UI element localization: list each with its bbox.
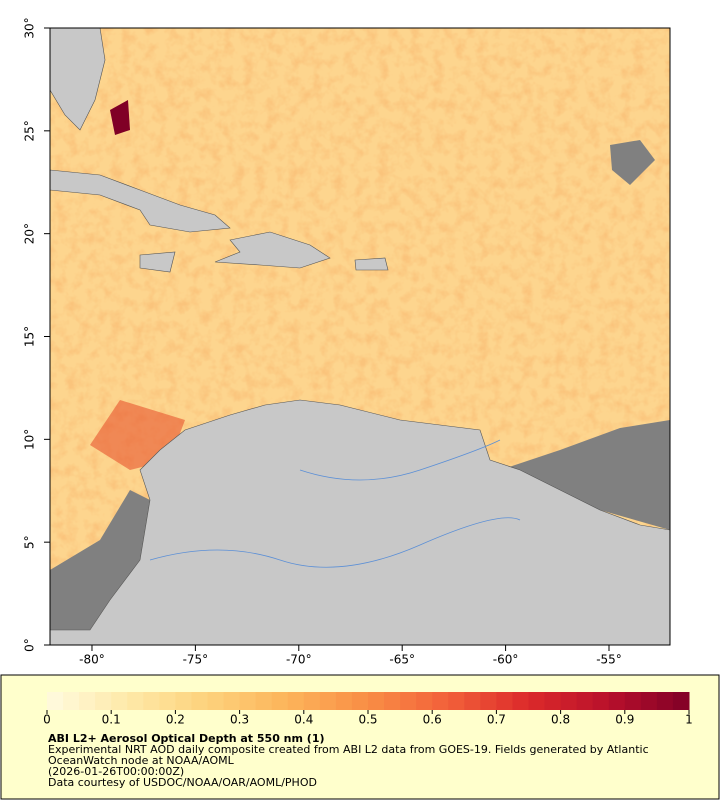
- colorbar-step: [111, 692, 128, 710]
- colorbar-step: [271, 692, 289, 710]
- colorbar-step: [191, 692, 208, 710]
- colorbar-tick-label: 0.6: [423, 713, 442, 727]
- y-tick-label: 0°: [23, 638, 37, 652]
- y-tick-label: 15°: [23, 326, 37, 347]
- colorbar-step: [416, 692, 433, 710]
- colorbar-step: [624, 692, 642, 710]
- y-tick-label: 30°: [23, 17, 37, 38]
- colorbar-step: [544, 692, 562, 710]
- colorbar-step: [592, 692, 610, 710]
- x-tick-label: -80°: [79, 653, 105, 667]
- title: ABI L2+ Aerosol Optical Depth at 550 nm …: [48, 732, 325, 745]
- colorbar-step: [127, 692, 144, 710]
- colorbar-step: [175, 692, 192, 710]
- colorbar-step: [159, 692, 176, 710]
- high-aod: [110, 100, 130, 135]
- colorbar-step: [480, 692, 497, 710]
- y-tick-label: 10°: [23, 429, 37, 450]
- x-tick-label: -70°: [286, 653, 312, 667]
- colorbar-step: [79, 692, 96, 710]
- axes: -80° -75° -70° -65° -60° -55° 0° 5° 10° 15° 20° 25°…: [23, 17, 622, 666]
- hispaniola: [214, 231, 331, 269]
- colorbar-tick-label: 0.5: [358, 713, 377, 727]
- no-data: [500, 420, 670, 530]
- colorbar-step: [287, 692, 305, 710]
- x-tick-label: -75°: [183, 653, 209, 667]
- colorbar-step: [384, 692, 401, 710]
- x-tick-label: -65°: [389, 653, 415, 667]
- colorbar-step: [207, 692, 225, 710]
- colorbar-step: [512, 692, 529, 710]
- colorbar-tick-label: 0.1: [102, 713, 121, 727]
- colorbar-step: [528, 692, 546, 710]
- y-tick-label: 5°: [23, 535, 37, 549]
- colorbar-tick-label: 0.8: [551, 713, 570, 727]
- colorbar-step: [608, 692, 626, 710]
- colorbar-step: [640, 692, 658, 710]
- florida: [50, 28, 106, 131]
- y-tick-label: 25°: [23, 120, 37, 141]
- colorbar-tick-label: 0.4: [294, 713, 313, 727]
- colorbar-step: [223, 692, 241, 710]
- colorbar-step: [303, 692, 321, 710]
- colorbar-step: [47, 692, 64, 710]
- colorbar-step: [400, 692, 417, 710]
- colorbar-step: [255, 692, 273, 710]
- colorbar-step: [496, 692, 513, 710]
- colorbar-tick-label: 0.2: [166, 713, 185, 727]
- date: (2026-01-26T00:00:00Z): [48, 765, 184, 778]
- map: [50, 28, 670, 645]
- south-america: [50, 399, 670, 645]
- credits: Data courtesy of USDOC/NOAA/OAR/AOML/PHO…: [48, 776, 317, 789]
- colorbar-step: [656, 692, 674, 710]
- jamaica: [139, 251, 176, 273]
- colorbar-step: [335, 692, 353, 710]
- x-tick-label: -55°: [596, 653, 622, 667]
- colorbar: 0 0.1 0.2 0.3 0.4 0.5 0.6 0.7 0.8 0.9 1: [43, 692, 693, 727]
- colorbar-tick-label: 0.3: [230, 713, 249, 727]
- colorbar-step: [464, 692, 481, 710]
- colorbar-step: [239, 692, 257, 710]
- colorbar-step: [432, 692, 449, 710]
- river: [299, 439, 501, 481]
- colorbar-step: [560, 692, 578, 710]
- colorbar-step: [319, 692, 337, 710]
- y-tick-label: 20°: [23, 223, 37, 244]
- colorbar-tick-label: 0.7: [487, 713, 506, 727]
- colorbar-step: [368, 692, 385, 710]
- description: OceanWatch node at NOAA/AOML: [48, 754, 235, 767]
- colorbar-step: [351, 692, 369, 710]
- colorbar-tick-label: 0.9: [615, 713, 634, 727]
- colorbar-step: [672, 692, 690, 710]
- no-data: [50, 490, 150, 645]
- colorbar-tick-label: 0: [43, 713, 51, 727]
- colorbar-step: [576, 692, 594, 710]
- colorbar-step: [63, 692, 80, 710]
- colorbar-step: [143, 692, 160, 710]
- description: Experimental NRT AOD daily composite cre…: [48, 743, 649, 756]
- cuba: [50, 169, 231, 233]
- puerto-rico: [354, 257, 389, 271]
- colorbar-step: [95, 692, 112, 710]
- no-data: [610, 140, 655, 185]
- colorbar-tick-label: 1: [685, 713, 693, 727]
- x-tick-label: -60°: [493, 653, 519, 667]
- colorbar-step: [448, 692, 465, 710]
- river: [149, 517, 521, 568]
